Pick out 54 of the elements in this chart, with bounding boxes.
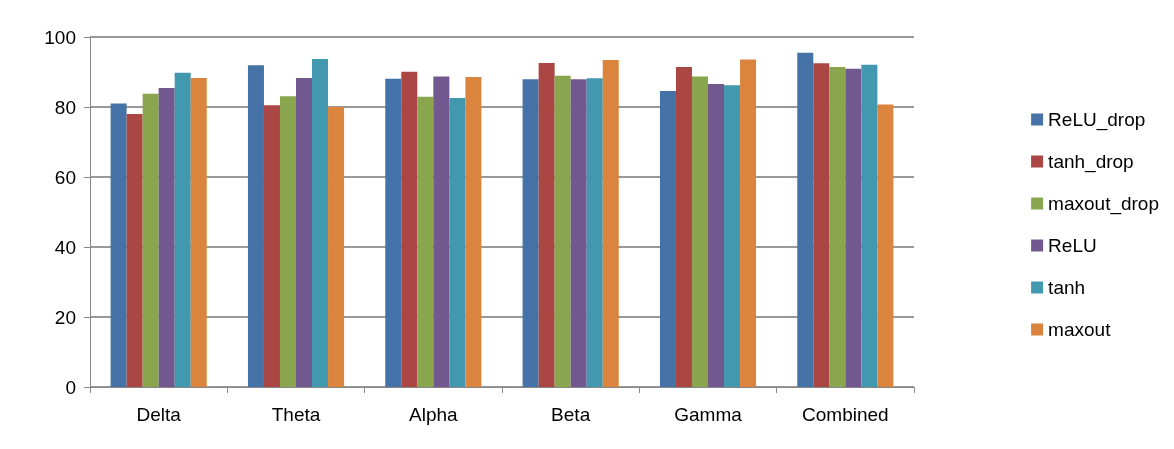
bar: [142, 93, 159, 387]
bar: [797, 52, 814, 387]
x-tick-label: Delta: [136, 404, 182, 425]
bar: [433, 76, 450, 387]
bar: [126, 114, 143, 387]
y-tick-label: 0: [65, 376, 76, 398]
bar: [174, 72, 191, 387]
bar: [465, 76, 482, 387]
bar: [813, 63, 830, 387]
x-tick-label: Beta: [551, 404, 591, 425]
bar: [845, 68, 862, 387]
bar: [263, 105, 280, 387]
y-tick-label: 80: [54, 96, 76, 118]
bar: [554, 75, 571, 387]
bar: [724, 85, 741, 387]
x-tick-label: Gamma: [674, 404, 743, 425]
bar: [312, 59, 329, 387]
bar: [522, 79, 539, 387]
bar: [328, 107, 345, 387]
legend-label: ReLU: [1048, 235, 1097, 256]
bar: [708, 83, 725, 387]
bar: [877, 104, 894, 387]
bar: [449, 97, 466, 387]
legend-label: maxout_drop: [1048, 193, 1159, 215]
bar: [279, 96, 296, 387]
bar: [110, 103, 127, 387]
bar: [659, 90, 676, 387]
legend-label: tanh: [1048, 277, 1086, 298]
bar: [538, 62, 555, 387]
y-tick-label: 100: [44, 26, 76, 48]
bar: [570, 79, 587, 387]
x-tick-label: Combined: [802, 404, 889, 425]
y-tick-label: 60: [54, 166, 76, 188]
y-tick-label: 20: [54, 306, 76, 328]
bar: [602, 60, 619, 387]
bar: [675, 67, 692, 387]
bar: [829, 67, 846, 387]
bar: [691, 76, 708, 387]
legend-label: maxout: [1048, 319, 1112, 340]
bar: [586, 78, 603, 387]
bar: [190, 77, 207, 387]
legend-label: ReLU_drop: [1048, 109, 1146, 131]
bar: [296, 77, 313, 387]
bar: [247, 65, 264, 387]
x-tick-label: Theta: [271, 404, 321, 425]
bar: [740, 59, 757, 387]
bar: [401, 71, 418, 387]
bar: [385, 78, 402, 387]
x-tick-label: Alpha: [409, 404, 459, 425]
legend-label: tanh_drop: [1048, 151, 1134, 173]
y-tick-label: 40: [54, 236, 76, 258]
bar: [158, 88, 175, 387]
bar: [861, 64, 878, 387]
bar: [417, 96, 434, 387]
